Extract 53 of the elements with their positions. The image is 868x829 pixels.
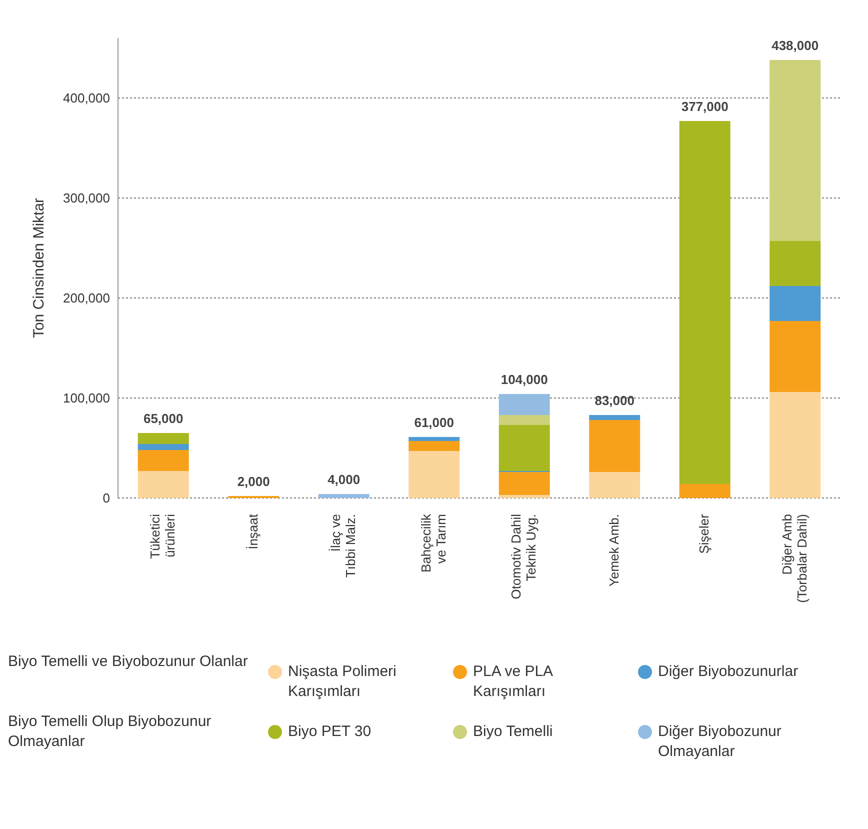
y-tick-label: 0 [102, 490, 110, 506]
legend-label: Diğer Biyobozunurlar [658, 662, 800, 682]
y-tick-label: 100,000 [63, 390, 110, 406]
x-tick-label: İlaç ve Tıbbi Malz. [328, 514, 358, 578]
x-tick-label: İnşaat [245, 514, 260, 550]
y-tick-label: 300,000 [63, 190, 110, 206]
total-label: 104,000 [500, 372, 548, 387]
legend-label: Nişasta Polimeri Karışımları [288, 662, 398, 702]
x-tick-label: Otomotiv Dahil Teknik Uyg. [508, 514, 539, 600]
bar [408, 451, 460, 498]
bar [589, 420, 640, 472]
bar [589, 472, 640, 498]
text: Biyo Temelli Olup Biyobozunur Olmayanlar [8, 712, 212, 752]
legend-label: Biyo Temelli [473, 722, 554, 742]
bar [318, 494, 370, 498]
bar [138, 433, 189, 444]
x-tick-label: Diğer Amb (Torbalar Dahil) [779, 514, 810, 603]
bar [498, 415, 550, 425]
bar [138, 444, 189, 450]
bar [138, 471, 189, 498]
text: Biyo Temelli ve Biyobozunur Olanlar [8, 652, 249, 672]
bar [498, 472, 550, 495]
bar [498, 425, 550, 471]
bar [589, 415, 640, 420]
bar [138, 450, 189, 471]
bar [770, 321, 821, 392]
total-label: 83,000 [594, 393, 634, 408]
y-axis-title: Ton Cinsinden Miktar [30, 198, 48, 338]
bar [498, 394, 550, 415]
legend-label: Diğer Biyobozunur Olmayanlar [658, 722, 782, 762]
total-label: 65,000 [143, 411, 184, 426]
bar [408, 437, 460, 441]
y-tick-label: 200,000 [63, 290, 110, 306]
total-label: 438,000 [772, 38, 819, 53]
bar [770, 60, 821, 241]
total-label: 4,000 [328, 472, 360, 487]
bar [679, 484, 730, 498]
bar [770, 392, 821, 498]
legend-label: Biyo PET 30 [288, 722, 372, 742]
bar [770, 241, 821, 286]
y-tick-label: 400,000 [63, 90, 110, 106]
bar [498, 495, 550, 498]
total-label: 2,000 [237, 474, 270, 489]
legend-label: PLA ve PLA Karışımları [473, 662, 554, 702]
bar [679, 121, 730, 484]
total-label: 377,000 [681, 99, 728, 114]
total-label: 61,000 [414, 415, 454, 430]
x-tick-label: Şişeler [696, 513, 712, 554]
bar [770, 286, 821, 321]
x-tick-label: Tüketici ürünleri [148, 514, 178, 559]
bar [408, 441, 460, 451]
x-tick-label: Yemek Amb. [606, 514, 622, 587]
x-tick-label: Bahçecilik ve Tarım [418, 514, 448, 573]
